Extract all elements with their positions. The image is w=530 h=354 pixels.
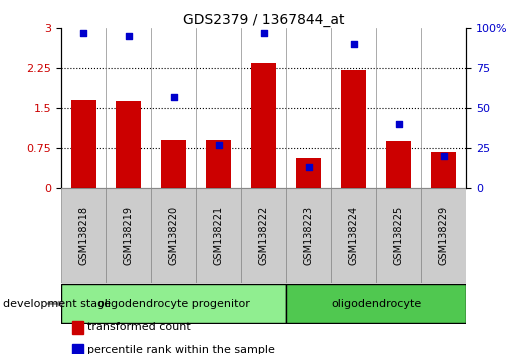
- Text: development stage: development stage: [3, 298, 111, 309]
- Title: GDS2379 / 1367844_at: GDS2379 / 1367844_at: [183, 13, 344, 27]
- Point: [440, 153, 448, 159]
- Bar: [241, 188, 286, 283]
- Bar: [286, 284, 466, 323]
- Bar: [116, 101, 141, 188]
- Point: [124, 34, 132, 39]
- Bar: [61, 284, 286, 323]
- Point: [214, 142, 223, 147]
- Point: [304, 164, 313, 170]
- Point: [394, 121, 403, 127]
- Point: [259, 30, 268, 36]
- Bar: [341, 70, 366, 188]
- Text: transformed count: transformed count: [87, 322, 191, 332]
- Bar: [296, 159, 321, 188]
- Bar: [251, 63, 276, 188]
- Text: oligodendrocyte progenitor: oligodendrocyte progenitor: [98, 298, 250, 309]
- Text: GSM138220: GSM138220: [169, 206, 179, 265]
- Bar: [376, 188, 421, 283]
- Text: GSM138229: GSM138229: [439, 206, 449, 265]
- Bar: [421, 188, 466, 283]
- Text: GSM138218: GSM138218: [78, 206, 89, 265]
- Bar: [431, 152, 456, 188]
- Bar: [286, 188, 331, 283]
- Text: percentile rank within the sample: percentile rank within the sample: [87, 346, 275, 354]
- Bar: [151, 188, 196, 283]
- Text: GSM138221: GSM138221: [214, 206, 224, 265]
- Bar: [106, 188, 151, 283]
- Text: GSM138224: GSM138224: [349, 206, 359, 265]
- Text: GSM138219: GSM138219: [123, 206, 134, 265]
- Bar: [161, 140, 186, 188]
- Bar: [61, 188, 106, 283]
- Bar: [386, 141, 411, 188]
- Bar: [71, 100, 96, 188]
- Bar: [331, 188, 376, 283]
- Text: oligodendrocyte: oligodendrocyte: [331, 298, 421, 309]
- Point: [169, 94, 178, 100]
- Point: [80, 30, 88, 36]
- Bar: [206, 140, 231, 188]
- Point: [350, 41, 358, 47]
- Text: GSM138222: GSM138222: [259, 206, 269, 265]
- Bar: [196, 188, 241, 283]
- Text: GSM138225: GSM138225: [394, 206, 404, 265]
- Text: GSM138223: GSM138223: [304, 206, 314, 265]
